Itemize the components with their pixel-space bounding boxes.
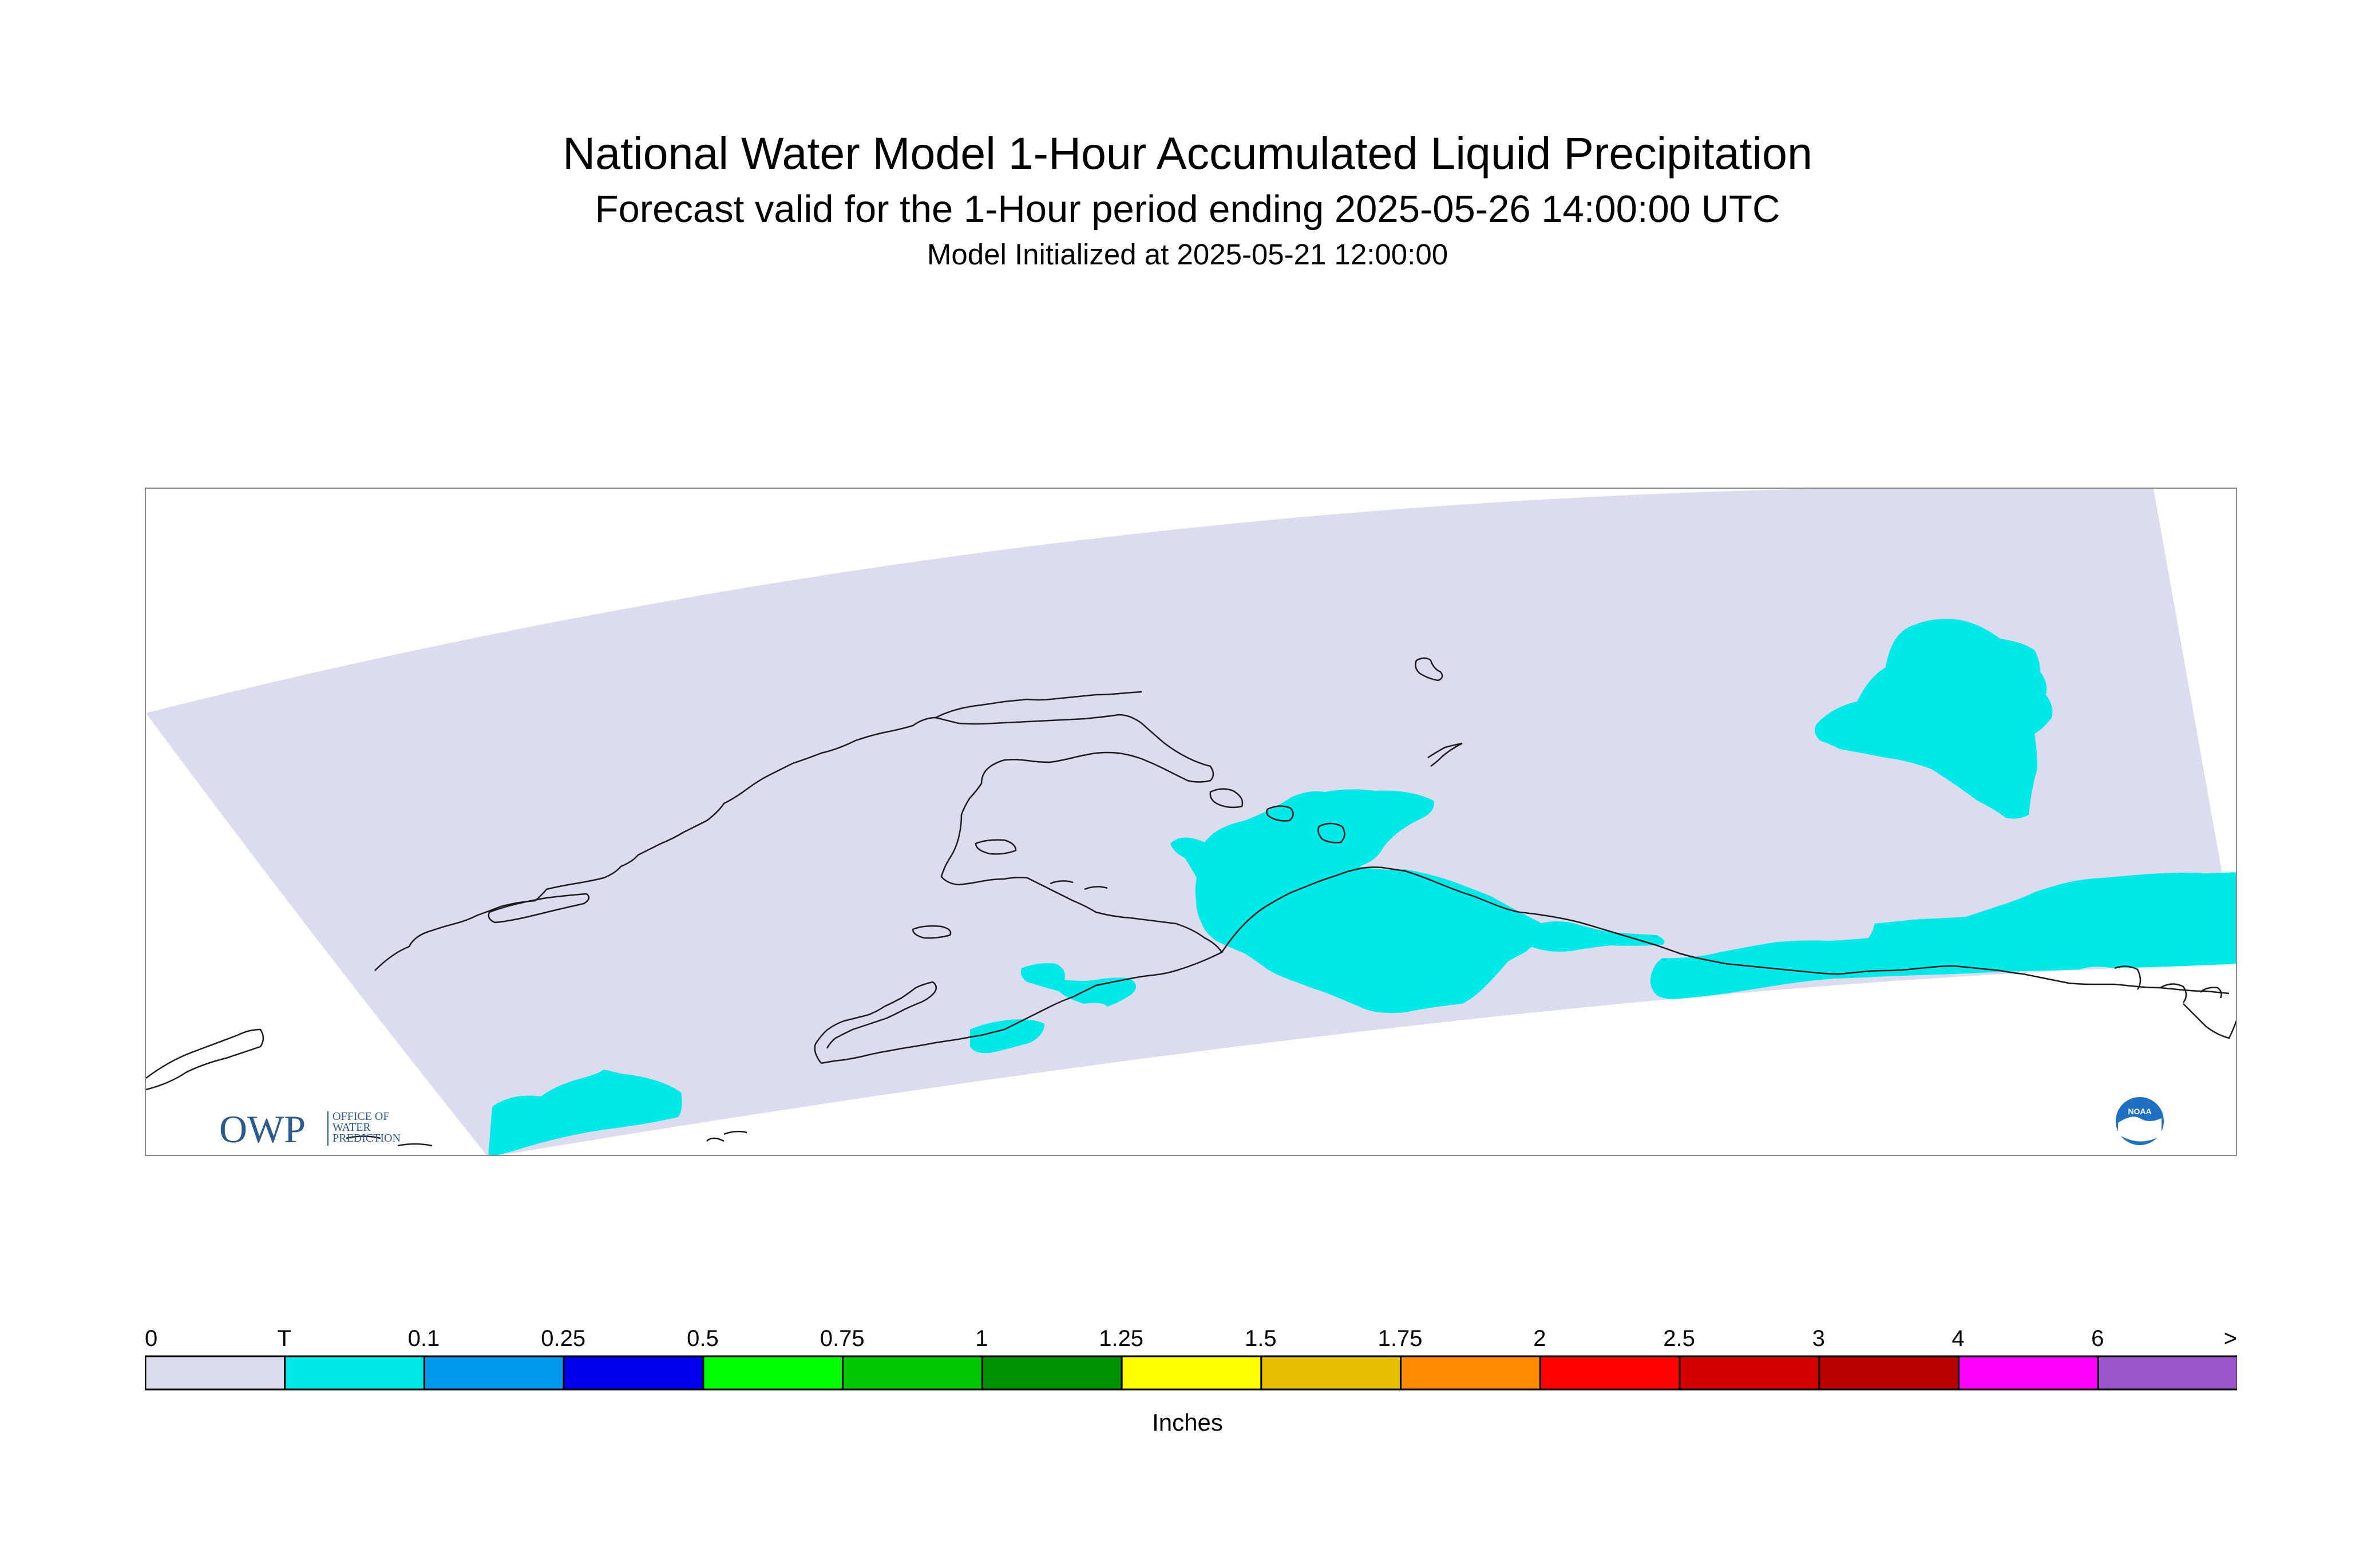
legend-tick-label: 3: [1812, 1326, 1825, 1351]
legend-color-box: [563, 1355, 704, 1391]
map-panel: OWP OFFICE OF WATER PREDICTION NOAA: [145, 488, 2237, 1156]
legend-tick-labels: 0 T 0.1 0.25 0.5 0.75 1 1.25 1.5 1.75 2 2.5 3 4 6 >: [145, 1326, 2237, 1351]
owp-logo-text: OWP: [219, 1107, 306, 1151]
model-init-time: Model Initialized at 2025-05-21 12:00:00: [927, 238, 1448, 271]
precip-regions: [488, 619, 2236, 1155]
legend-tick-label: 1.5: [1245, 1326, 1277, 1351]
legend-tick-label: 0.1: [408, 1326, 440, 1351]
legend-color-box: [145, 1355, 286, 1391]
legend-color-box: [842, 1355, 983, 1391]
legend-tick-label: 4: [1952, 1326, 1964, 1351]
noaa-logo-wave: [2118, 1116, 2162, 1142]
noaa-logo-text: NOAA: [2128, 1107, 2151, 1116]
island-st-lawrence: [488, 893, 590, 924]
legend-color-box: [1539, 1355, 1681, 1391]
legend-color-box: [1958, 1355, 2099, 1391]
islands-cook-inlet: [1209, 788, 1345, 844]
legend-tick-label: 1.25: [1099, 1326, 1143, 1351]
legend-tick-label: >: [2224, 1326, 2237, 1351]
noaa-logo: NOAA: [2116, 1097, 2164, 1145]
precip-region-southeast-gulf: [1650, 872, 2236, 999]
legend-tick-label: 0.5: [687, 1326, 719, 1351]
legend-color-box: [1679, 1355, 1820, 1391]
legend-color-box: [284, 1355, 425, 1391]
coastline-aleutians: [346, 880, 1108, 1147]
owp-logo-line1: OFFICE OF: [332, 1110, 389, 1123]
map-subtitle: Forecast valid for the 1-Hour period end…: [595, 188, 1780, 231]
legend-tick-label: 1.75: [1378, 1326, 1423, 1351]
precip-region-kodiak: [970, 1019, 1044, 1054]
legend-color-box: [1121, 1355, 1262, 1391]
island-chukotka-coast: [146, 1028, 264, 1091]
legend-color-box: [1818, 1355, 1960, 1391]
island-nunivak: [975, 839, 1017, 855]
coastline-bristol-bay: [814, 981, 937, 1064]
legend-color-box: [2097, 1355, 2237, 1391]
coastline-cook-inlet: [1221, 866, 2230, 995]
coastline-western-alaska: [374, 714, 1223, 980]
coastline-northern-alaska: [935, 691, 1142, 719]
legend-color-box: [423, 1355, 565, 1391]
precip-region-kenai-coast: [1531, 921, 1665, 952]
legend-tick-label: 1: [975, 1326, 988, 1351]
legend-color-boxes: [145, 1355, 2237, 1391]
model-domain-area: [146, 489, 2236, 1155]
legend-color-box: [981, 1355, 1123, 1391]
legend-tick-label: 2: [1533, 1326, 1546, 1351]
legend-tick-label: 0.25: [541, 1326, 585, 1351]
precip-region-bering-sea: [488, 1070, 682, 1155]
precipitation-map: OWP OFFICE OF WATER PREDICTION NOAA: [146, 489, 2236, 1155]
precip-region-cook-inlet: [1170, 789, 1582, 1013]
legend-tick-label: 6: [2091, 1326, 2104, 1351]
legend-color-box: [1400, 1355, 1541, 1391]
legend-color-box: [1260, 1355, 1402, 1391]
island-kodiak: [912, 925, 952, 939]
owp-logo-line2: WATER: [332, 1121, 371, 1134]
legend-tick-label: T: [278, 1326, 291, 1351]
legend-tick-label: 2.5: [1663, 1326, 1695, 1351]
coastlines: [146, 657, 2236, 1147]
coastline-alaska-peninsula: [821, 977, 1131, 1064]
coastline-southeast-alaska: [2114, 965, 2222, 1003]
owp-logo: OWP OFFICE OF WATER PREDICTION: [219, 1107, 401, 1151]
precip-region-alaska-peninsula: [1020, 963, 1136, 1007]
legend-colorbar: 0 T 0.1 0.25 0.5 0.75 1 1.25 1.5 1.75 2 2.5 3 4 6 >: [145, 1326, 2237, 1391]
precip-region-gulf-of-alaska-central: [1815, 619, 2053, 819]
coastline-canada: [2183, 1003, 2236, 1039]
color-legend: 0 T 0.1 0.25 0.5 0.75 1 1.25 1.5 1.75 2 2.5 3 4 6 >: [145, 1316, 2237, 1454]
legend-tick-label: 0: [145, 1326, 157, 1351]
legend-color-box: [702, 1355, 844, 1391]
legend-unit-label: Inches: [1152, 1409, 1223, 1436]
owp-logo-line3: PREDICTION: [332, 1132, 401, 1145]
legend-tick-label: 0.75: [820, 1326, 865, 1351]
map-title: National Water Model 1-Hour Accumulated …: [563, 128, 1812, 179]
island-chain-north: [1415, 657, 1463, 767]
